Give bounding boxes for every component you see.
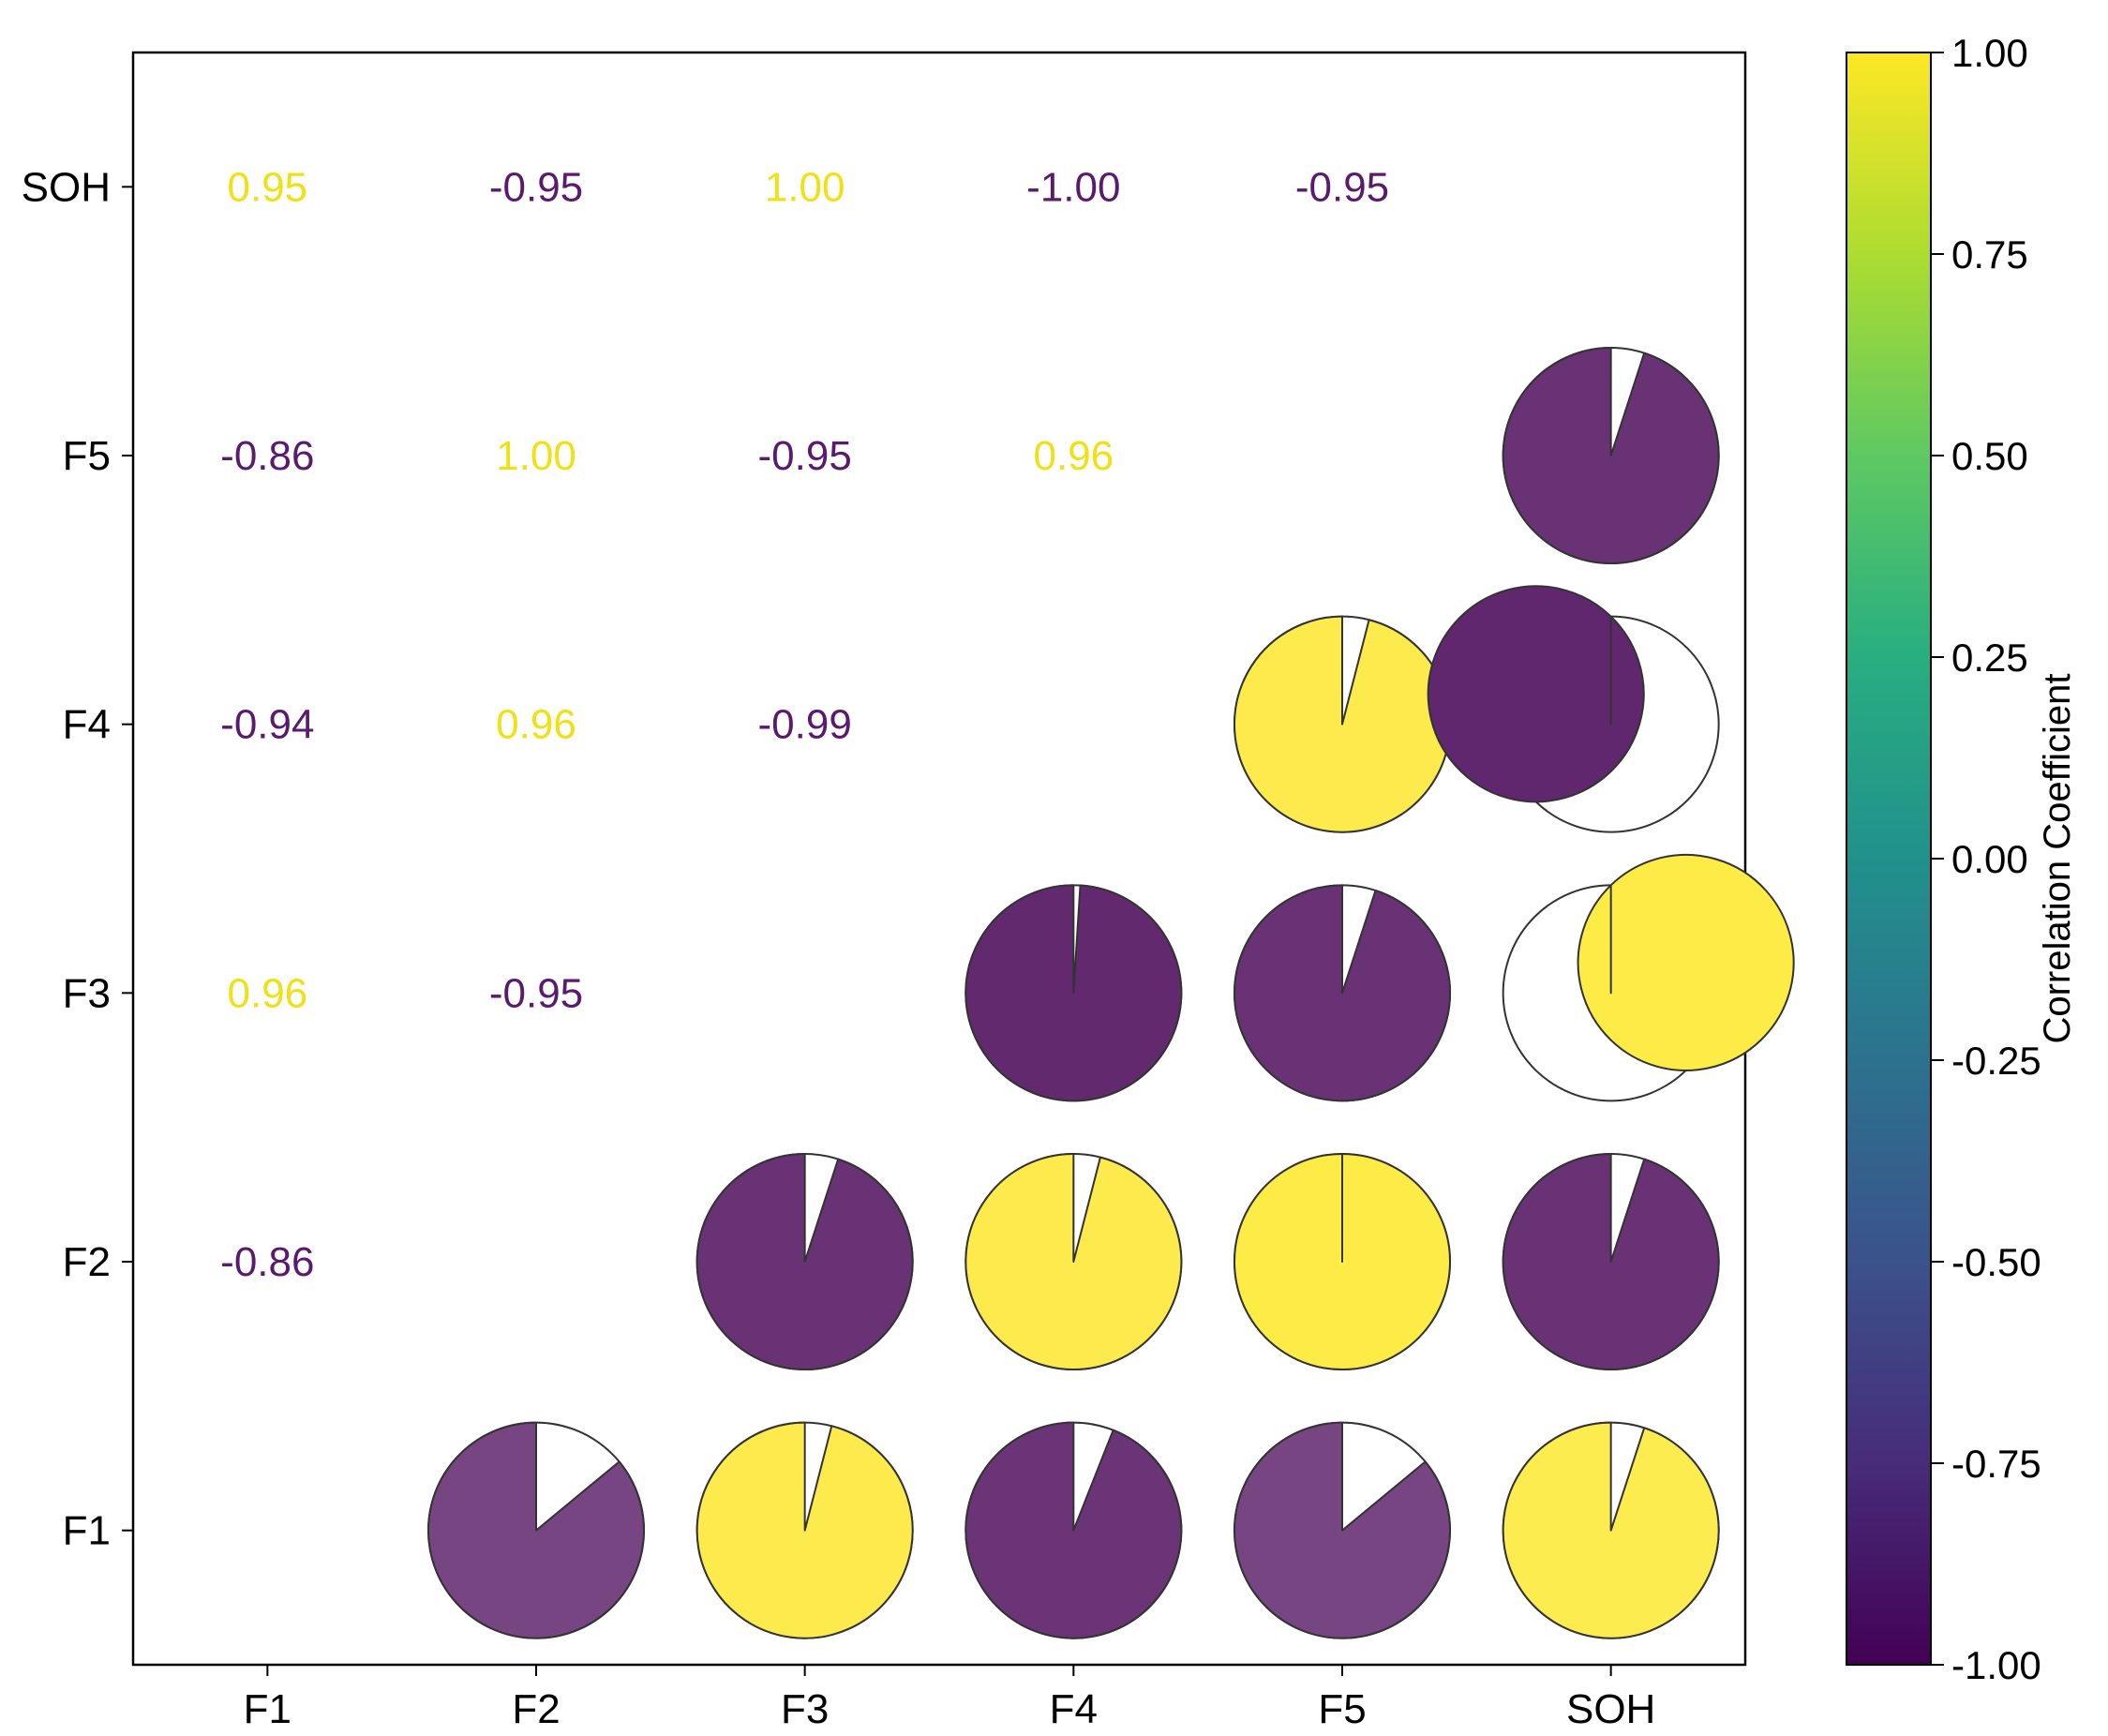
pie-slice [1233, 884, 1451, 1102]
y-tick-label-f1: F1 [63, 1508, 111, 1554]
value-label-f3-f1: 0.96 [228, 970, 308, 1016]
value-label-soh-f3: 1.00 [765, 164, 845, 210]
pie-f2-soh [1502, 1153, 1720, 1370]
pie-f2-f5 [1233, 1153, 1451, 1370]
pie-slice [695, 1421, 914, 1639]
pie-f1-soh [1502, 1421, 1720, 1639]
pie-slice [1428, 586, 1644, 801]
value-label-soh-f4: -1.00 [1026, 164, 1120, 210]
x-tick-label-f1: F1 [244, 1686, 292, 1732]
colorbar-tick-label: -0.50 [1951, 1240, 2041, 1284]
colorbar-tick-label: 0.25 [1951, 636, 2028, 680]
value-label-soh-f5: -0.95 [1295, 164, 1389, 210]
pie-f4-soh [1428, 586, 1720, 833]
pie-slice [1233, 1421, 1452, 1639]
y-tick-label-f2: F2 [63, 1239, 111, 1285]
pie-f3-f5 [1233, 884, 1451, 1102]
pie-f5-soh [1502, 347, 1720, 564]
y-tick-label-f5: F5 [63, 433, 111, 479]
axes-layer: F1 F2 F3 F4 F5 SOH SOH F5 F4 F3 F2 F1 [22, 164, 1656, 1732]
x-tick-label-f3: F3 [781, 1686, 829, 1732]
pie-f1-f5 [1233, 1421, 1452, 1639]
y-tick-label-f4: F4 [63, 702, 111, 748]
value-label-f4-f1: -0.94 [220, 702, 314, 748]
pie-slice [1233, 615, 1451, 833]
pie-slice [1233, 1153, 1451, 1370]
y-tick-label-f3: F3 [63, 970, 111, 1016]
pie-slice [964, 1421, 1183, 1639]
pie-slice [1502, 1421, 1720, 1639]
pie-slice [1578, 855, 1794, 1070]
colorbar-tick-label: 0.75 [1951, 232, 2028, 277]
colorbar-ticks: 1.00 0.75 0.50 0.25 0.00 -0.25 -0.50 -0.75 -1.00 [1931, 31, 2041, 1687]
value-label-f5-f3: -0.95 [758, 433, 852, 479]
colorbar-tick-label: -0.25 [1951, 1039, 2041, 1083]
pie-f1-f4 [964, 1421, 1183, 1639]
pie-f3-f4 [964, 884, 1183, 1102]
x-tick-label-f4: F4 [1050, 1686, 1098, 1732]
pie-slice [964, 884, 1183, 1102]
colorbar-tick-label: -0.75 [1951, 1442, 2041, 1486]
value-label-f4-f2: 0.96 [496, 702, 576, 748]
value-label-soh-f1: 0.95 [228, 164, 308, 210]
pie-slice [1502, 347, 1720, 564]
colorbar-tick-label: 0.50 [1951, 434, 2028, 478]
value-label-f3-f2: -0.95 [489, 970, 583, 1016]
colorbar-title: Correlation Coefficient [2037, 673, 2078, 1043]
value-label-f2-f1: -0.86 [220, 1239, 314, 1285]
pie-slice [695, 1153, 914, 1370]
colorbar-tick-label: 1.00 [1951, 31, 2028, 75]
value-label-f5-f1: -0.86 [220, 433, 314, 479]
pie-slice [964, 1153, 1183, 1370]
pie-f3-soh [1502, 855, 1794, 1102]
plot-area [131, 51, 1747, 1667]
colorbar-tick-label: -1.00 [1951, 1643, 2041, 1687]
value-label-f4-f3: -0.99 [758, 702, 852, 748]
x-tick-label-f2: F2 [512, 1686, 560, 1732]
pie-f1-f3 [695, 1421, 914, 1639]
colorbar [1846, 52, 1932, 1666]
value-label-f5-f2: 1.00 [496, 433, 576, 479]
pie-slice [427, 1421, 646, 1639]
value-label-soh-f2: -0.95 [489, 164, 583, 210]
x-tick-label-f5: F5 [1318, 1686, 1366, 1732]
x-tick-label-soh: SOH [1566, 1686, 1655, 1732]
pie-f2-f4 [964, 1153, 1183, 1370]
pie-f2-f3 [695, 1153, 914, 1370]
value-label-f5-f4: 0.96 [1034, 433, 1114, 479]
y-tick-label-soh: SOH [22, 164, 111, 210]
pie-f1-f2 [427, 1421, 646, 1639]
cells-layer: 0.95 -0.95 1.00 -1.00 -0.95 -0.86 1.00 -0.95 0.9… [220, 164, 1794, 1639]
colorbar-tick-label: 0.00 [1951, 837, 2028, 881]
pie-f4-f5 [1233, 615, 1451, 833]
pie-slice [1502, 1153, 1720, 1370]
